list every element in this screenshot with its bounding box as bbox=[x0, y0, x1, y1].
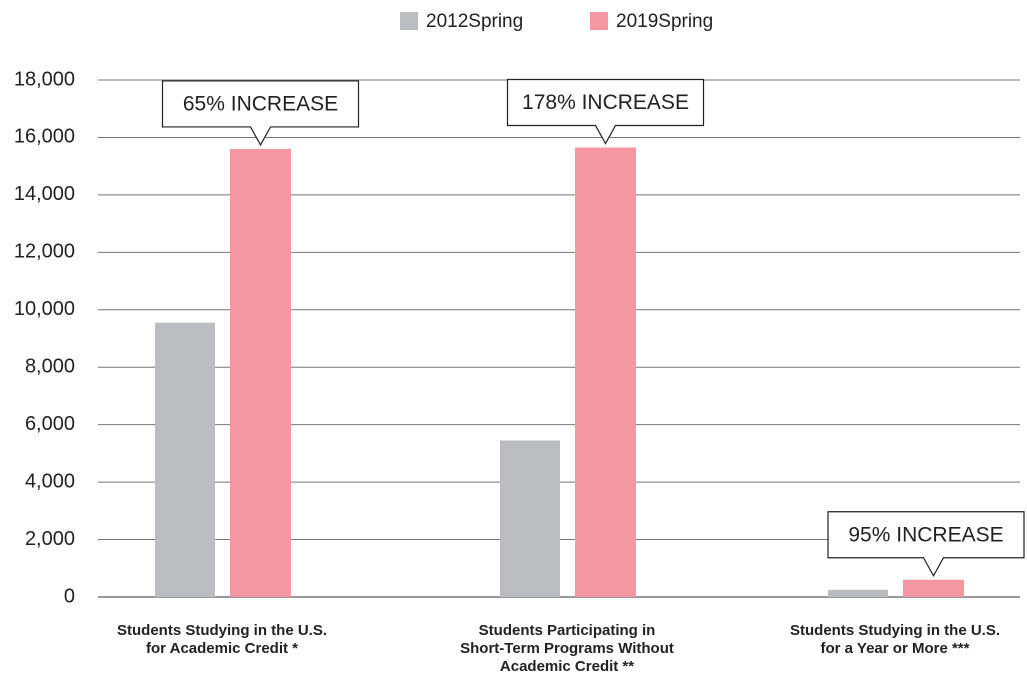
y-tick-label: 10,000 bbox=[14, 298, 75, 320]
bar bbox=[575, 147, 636, 597]
y-tick-label: 4,000 bbox=[25, 470, 75, 492]
bar bbox=[500, 440, 560, 597]
y-tick-label: 8,000 bbox=[25, 356, 75, 378]
y-tick-label: 6,000 bbox=[25, 413, 75, 435]
annotation-box bbox=[827, 511, 1025, 578]
y-tick-label: 18,000 bbox=[14, 68, 75, 90]
y-tick-label: 14,000 bbox=[14, 183, 75, 205]
y-tick-label: 0 bbox=[64, 585, 75, 607]
x-tick-label: Students Studying in the U.S. bbox=[117, 622, 327, 639]
legend-swatch bbox=[400, 12, 418, 30]
bar bbox=[828, 589, 888, 597]
x-tick-label: Short-Term Programs Without bbox=[460, 640, 674, 657]
annotation-text: 65% INCREASE bbox=[183, 92, 338, 115]
x-tick-label: for a Year or More *** bbox=[821, 640, 970, 657]
y-tick-label: 16,000 bbox=[14, 126, 75, 148]
bar bbox=[230, 148, 291, 597]
annotation-box bbox=[161, 80, 360, 147]
legend-label: 2019Spring bbox=[616, 11, 713, 32]
y-tick-label: 12,000 bbox=[14, 241, 75, 263]
annotation-box bbox=[506, 78, 705, 145]
bar bbox=[155, 322, 215, 597]
legend-swatch bbox=[590, 12, 608, 30]
x-tick-label: for Academic Credit * bbox=[146, 640, 298, 657]
legend-label: 2012Spring bbox=[426, 11, 523, 32]
x-tick-label: Students Participating in bbox=[479, 622, 656, 639]
annotation-text: 178% INCREASE bbox=[522, 91, 689, 114]
x-tick-label: Students Studying in the U.S. bbox=[790, 622, 1000, 639]
y-tick-label: 2,000 bbox=[25, 528, 75, 550]
bar bbox=[903, 579, 964, 597]
x-tick-label: Academic Credit ** bbox=[500, 658, 634, 675]
annotation-text: 95% INCREASE bbox=[848, 523, 1003, 546]
